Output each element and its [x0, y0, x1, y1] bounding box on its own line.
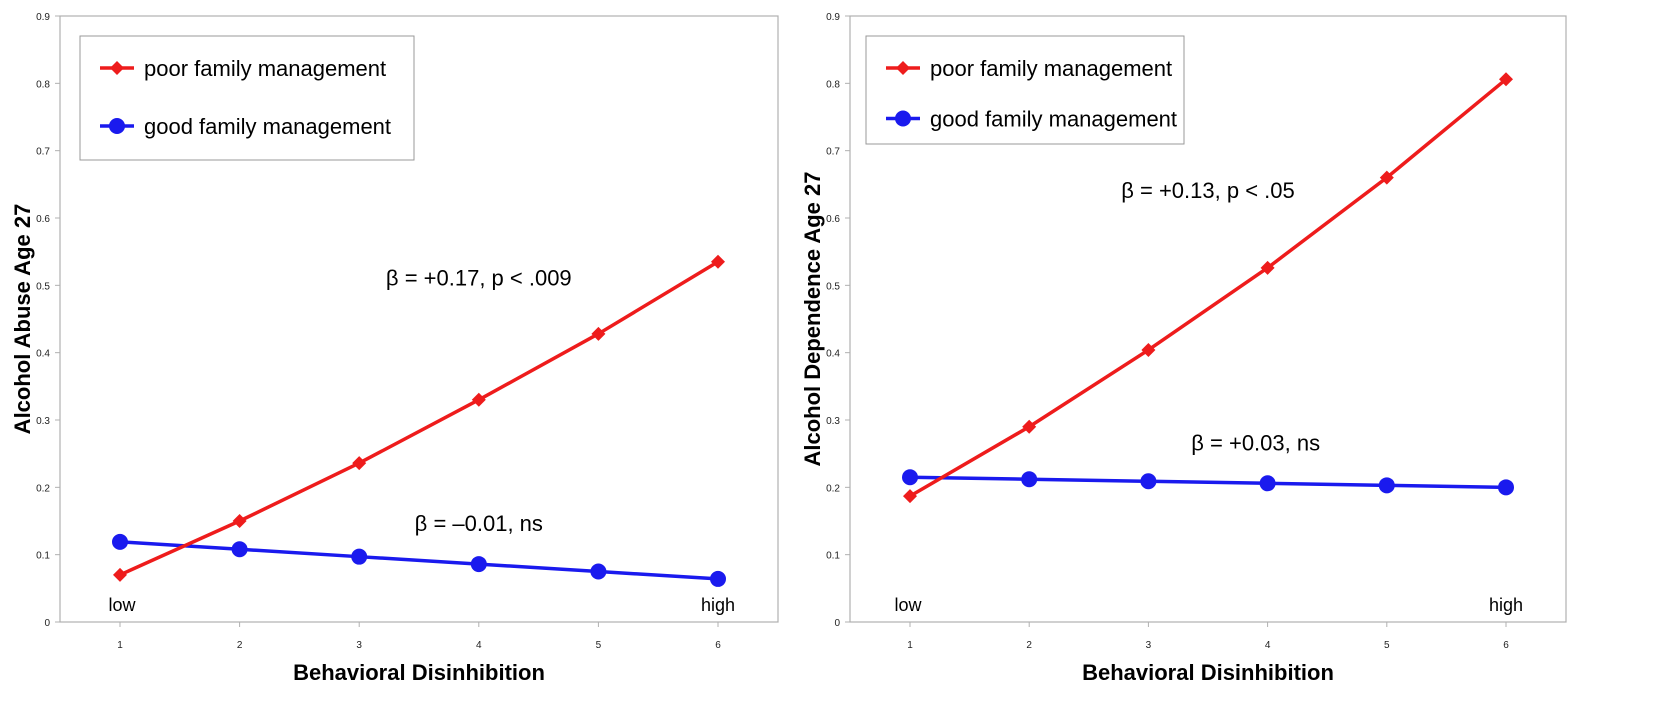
data-point	[903, 489, 917, 504]
x-axis-title: Behavioral Disinhibition	[293, 660, 545, 685]
y-axis-title: Alcohol Abuse Age 27	[10, 204, 35, 435]
legend-item: good family management	[886, 107, 1177, 132]
y-tick-label: 0.2	[36, 483, 50, 494]
data-point	[471, 392, 486, 407]
data-point	[1021, 471, 1038, 488]
legend-item: poor family management	[886, 56, 1172, 81]
y-tick-label: 0.5	[826, 281, 840, 292]
low-label: low	[894, 595, 922, 615]
y-tick-label: 0.6	[826, 214, 840, 225]
legend-marker	[895, 110, 911, 127]
data-point	[113, 567, 127, 582]
data-point	[1141, 342, 1156, 357]
y-tick-label: 0	[44, 618, 50, 629]
plot-area-frame	[849, 15, 1567, 623]
x-tick-label: 2	[1026, 640, 1032, 651]
legend-item: good family management	[100, 114, 391, 139]
legend: poor family management good family manage…	[79, 35, 415, 161]
data-point	[352, 456, 367, 471]
high-label: high	[701, 595, 735, 615]
legend-marker	[109, 118, 125, 134]
legend-marker	[896, 61, 910, 75]
y-tick-label: 0.2	[826, 483, 840, 494]
series-line	[119, 540, 719, 581]
annotation: β = +0.03, ns	[1191, 430, 1320, 455]
data-point	[231, 541, 248, 558]
x-tick-label: 3	[356, 640, 362, 651]
data-point	[711, 254, 725, 269]
legend-box	[79, 35, 415, 161]
chart-panel-2: 0 0.1 0.2 0.3 0.4 0.5 0.6 0.7 0.8 0.9 1 2 3 4 5 6 Behavi…	[800, 12, 1567, 685]
x-tick-label: 3	[1146, 640, 1152, 651]
legend-item: poor family management	[100, 56, 386, 81]
low-label: low	[108, 595, 136, 615]
data-point	[1022, 419, 1037, 434]
data-point	[1378, 477, 1395, 494]
series-line	[119, 260, 719, 577]
y-tick-label: 0.1	[36, 551, 50, 562]
x-tick-label: 1	[907, 640, 913, 651]
x-tick-label: 4	[1265, 640, 1271, 651]
y-tick-label: 0.9	[36, 12, 50, 23]
data-point	[351, 548, 368, 565]
y-tick-label: 0.6	[36, 214, 50, 225]
legend-label: good family management	[144, 114, 391, 139]
x-tick-label: 5	[596, 640, 602, 651]
annotation: β = +0.17, p < .009	[386, 265, 572, 290]
y-tick-label: 0.5	[36, 281, 50, 292]
data-point	[902, 469, 918, 486]
data-point	[590, 563, 607, 580]
y-tick-label: 0.4	[36, 349, 50, 360]
y-tick-label: 0.9	[826, 12, 840, 23]
data-point	[112, 533, 128, 550]
series-line	[909, 77, 1508, 498]
series-line	[909, 475, 1507, 490]
legend-box	[865, 35, 1185, 145]
data-point	[1140, 473, 1157, 490]
y-tick-label: 0.8	[36, 79, 50, 90]
y-axis-title: Alcohol Dependence Age 27	[800, 171, 825, 466]
data-point	[710, 570, 726, 587]
data-point	[1498, 479, 1514, 496]
x-axis-title: Behavioral Disinhibition	[1082, 660, 1334, 685]
y-tick-label: 0.1	[826, 551, 840, 562]
x-tick-label: 6	[715, 640, 721, 651]
x-tick-label: 1	[117, 640, 123, 651]
series-good-family-management	[902, 469, 1514, 496]
plot-area-frame	[59, 15, 779, 623]
data-point	[591, 326, 606, 341]
data-point	[232, 514, 247, 528]
x-tick-label: 5	[1384, 640, 1390, 651]
chart-panel-1: 0 0.1 0.2 0.3 0.4 0.5 0.6 0.7 0.8 0.9 1 2 3 4 5 6 Behavi…	[10, 12, 779, 685]
y-tick-label: 0.7	[826, 147, 840, 158]
series-poor-family-management	[113, 254, 725, 582]
y-tick-label: 0.3	[826, 416, 840, 427]
y-tick-label: 0	[834, 618, 840, 629]
data-point	[1260, 260, 1275, 275]
y-tick-label: 0.8	[826, 79, 840, 90]
data-point	[1379, 170, 1394, 185]
x-tick-label: 6	[1503, 640, 1509, 651]
legend-label: good family management	[930, 107, 1177, 132]
annotation: β = –0.01, ns	[415, 511, 543, 536]
series-poor-family-management	[903, 72, 1513, 504]
y-tick-label: 0.7	[36, 147, 50, 158]
data-point	[1499, 72, 1513, 87]
annotation: β = +0.13, p < .05	[1121, 178, 1295, 203]
legend-label: poor family management	[144, 56, 386, 81]
x-tick-label: 4	[476, 640, 482, 651]
data-point	[1259, 475, 1276, 492]
series-good-family-management	[112, 533, 726, 587]
legend: poor family management good family manage…	[865, 35, 1185, 145]
y-tick-label: 0.3	[36, 416, 50, 427]
legend-marker	[110, 61, 124, 75]
x-tick-label: 2	[237, 640, 243, 651]
data-point	[470, 556, 487, 573]
y-tick-label: 0.4	[826, 349, 840, 360]
legend-label: poor family management	[930, 56, 1172, 81]
high-label: high	[1489, 595, 1523, 615]
